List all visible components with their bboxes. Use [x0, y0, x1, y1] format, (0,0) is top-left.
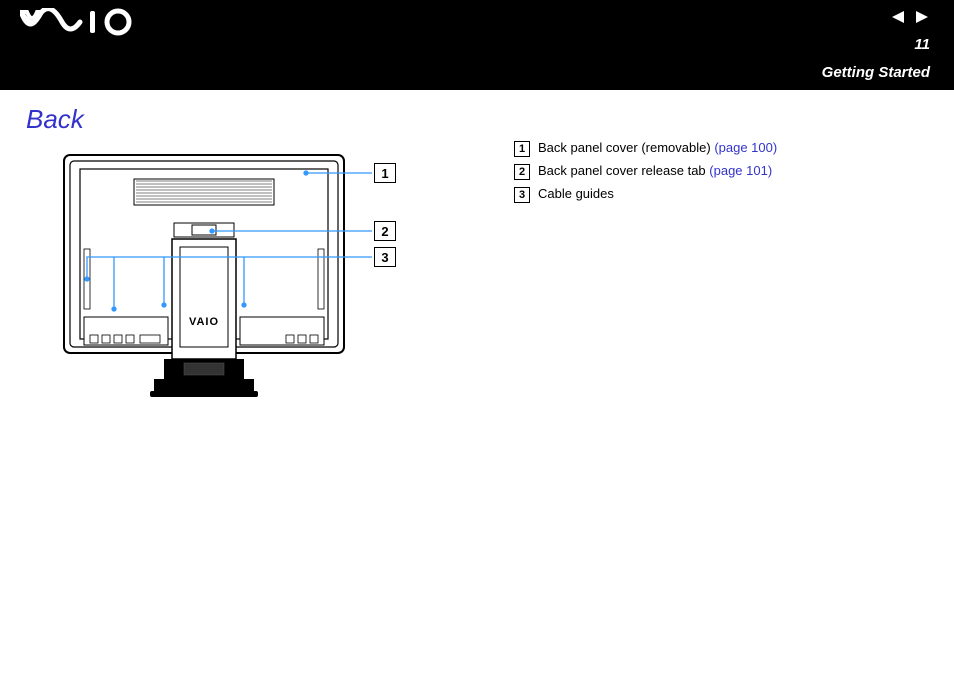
- diagram-callout-1: 1: [374, 163, 396, 183]
- callout-number-box: 3: [514, 187, 530, 203]
- diagram-callout-2: 2: [374, 221, 396, 241]
- callout-number-box: 2: [514, 164, 530, 180]
- page-number: 11: [914, 36, 930, 53]
- page-link[interactable]: (page 101): [709, 163, 772, 178]
- page-link[interactable]: (page 100): [714, 140, 777, 155]
- right-column: 1 Back panel cover (removable) (page 100…: [496, 104, 777, 409]
- diagram-callout-3: 3: [374, 247, 396, 267]
- diagram-wrap: VAIO: [26, 149, 496, 409]
- header: 11 Getting Started: [0, 0, 954, 90]
- callout-text: Back panel cover (removable): [538, 140, 714, 155]
- callout-row: 2 Back panel cover release tab (page 101…: [514, 163, 777, 180]
- callout-number-box: 1: [514, 141, 530, 157]
- diagram: VAIO: [54, 149, 434, 409]
- next-page-arrow-icon[interactable]: [914, 10, 930, 24]
- section-title: Getting Started: [822, 64, 930, 81]
- callout-row: 1 Back panel cover (removable) (page 100…: [514, 140, 777, 157]
- svg-text:VAIO: VAIO: [189, 316, 219, 328]
- content: Back: [0, 90, 954, 409]
- callout-text: Cable guides: [538, 186, 614, 201]
- page-heading: Back: [26, 104, 496, 135]
- vaio-logo: [20, 8, 140, 41]
- nav-arrows: [890, 10, 930, 24]
- prev-page-arrow-icon[interactable]: [890, 10, 906, 24]
- callout-text: Back panel cover release tab: [538, 163, 709, 178]
- callout-row: 3 Cable guides: [514, 186, 777, 203]
- left-column: Back: [26, 104, 496, 409]
- device-back-illustration: VAIO: [54, 149, 354, 409]
